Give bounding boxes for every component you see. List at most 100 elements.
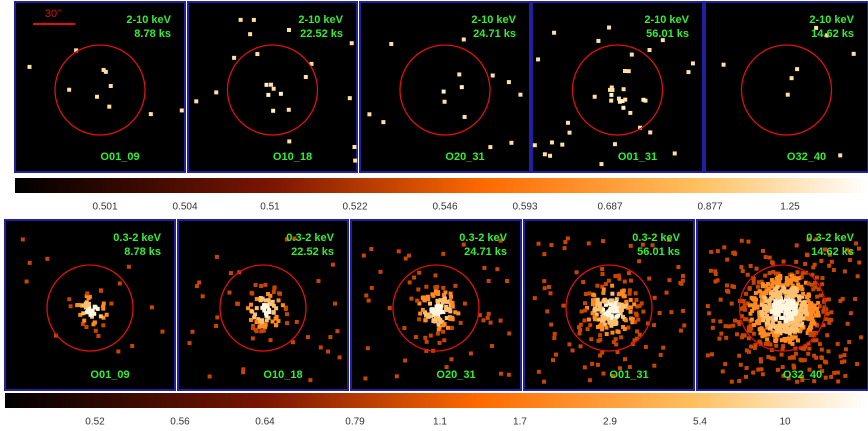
colorbar-tick-label: 0.593 (512, 202, 537, 213)
count (796, 276, 801, 281)
count (352, 145, 357, 150)
exposure: 22.52 ks (291, 246, 334, 258)
count (804, 303, 809, 308)
count (578, 322, 583, 327)
count (708, 268, 713, 273)
count (632, 338, 637, 343)
count (664, 290, 669, 295)
count (615, 309, 620, 314)
count (423, 335, 428, 340)
panel: 0.3-2 keV 56.01 ks O01_31 (523, 219, 695, 391)
count (284, 237, 289, 242)
count (277, 291, 282, 296)
source-region (392, 264, 480, 352)
count (776, 312, 781, 317)
count (431, 292, 436, 297)
count (707, 311, 712, 316)
count (808, 331, 813, 336)
energy-band: 0.3-2 keV (113, 232, 161, 244)
count (752, 345, 757, 350)
count (361, 253, 366, 258)
count (424, 339, 429, 344)
count (774, 343, 779, 348)
exposure: 56.01 ks (637, 246, 680, 258)
count (813, 280, 818, 285)
count (791, 273, 796, 278)
count (254, 297, 259, 302)
count (95, 306, 100, 311)
count (617, 99, 622, 104)
count (826, 297, 831, 302)
colorbar-tick-label: 0.501 (92, 202, 117, 213)
count (819, 258, 824, 263)
count (578, 327, 583, 332)
count (67, 87, 72, 92)
count (824, 307, 829, 312)
count (788, 298, 793, 303)
count (485, 315, 490, 320)
count (771, 315, 776, 320)
count (402, 325, 407, 330)
count (576, 325, 581, 330)
count (629, 316, 634, 321)
count (645, 321, 650, 326)
count (616, 273, 621, 278)
count (603, 302, 608, 307)
count (542, 286, 547, 291)
count (396, 249, 401, 254)
count (729, 379, 734, 384)
obs-id: O20_31 (436, 369, 475, 381)
count (88, 310, 93, 315)
count (238, 17, 243, 22)
count (814, 355, 819, 360)
count (583, 301, 588, 306)
count (838, 298, 843, 303)
count (800, 271, 805, 276)
count (767, 271, 772, 276)
count (628, 309, 633, 314)
count (780, 347, 785, 352)
count (640, 242, 645, 247)
count (101, 67, 106, 72)
count (791, 363, 796, 368)
count (444, 365, 449, 370)
count (770, 261, 775, 266)
count (283, 305, 288, 310)
obs-id: O10_18 (263, 369, 302, 381)
count (441, 251, 446, 256)
count (796, 294, 801, 299)
count (612, 304, 617, 309)
count (633, 319, 638, 324)
count (763, 283, 768, 288)
count (532, 296, 537, 301)
count (611, 340, 616, 345)
count (749, 326, 754, 331)
count (824, 360, 829, 365)
count (843, 373, 848, 378)
count (86, 302, 91, 307)
count (761, 318, 766, 323)
count (731, 323, 736, 328)
count (565, 120, 570, 125)
count (845, 247, 850, 252)
count (101, 323, 106, 328)
count (367, 112, 372, 117)
count (598, 306, 603, 311)
count (628, 110, 633, 115)
count (783, 318, 788, 323)
count (795, 338, 800, 343)
count (267, 310, 272, 315)
count (767, 302, 772, 307)
count (811, 305, 816, 310)
count (429, 309, 434, 314)
count (634, 336, 639, 341)
count (254, 320, 259, 325)
count (780, 365, 785, 370)
count (758, 359, 763, 364)
obs-id: O01_09 (90, 369, 129, 381)
count (762, 295, 767, 300)
count (365, 346, 370, 351)
count (292, 236, 297, 241)
count (552, 30, 557, 35)
count (585, 327, 590, 332)
